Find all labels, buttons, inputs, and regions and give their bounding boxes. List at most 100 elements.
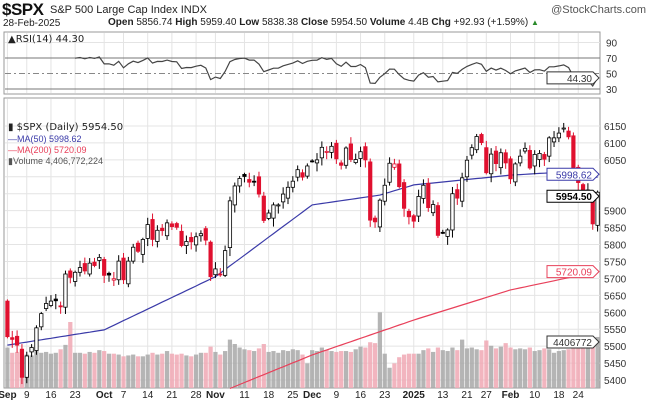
candle xyxy=(48,300,54,306)
volume-label: Volume xyxy=(369,17,406,28)
candle xyxy=(285,186,291,199)
x-tick-label: 28 xyxy=(191,390,203,400)
volume-bar xyxy=(377,312,383,388)
volume-bar xyxy=(126,355,131,388)
candle xyxy=(416,196,421,217)
y-tick-label: 5700 xyxy=(604,274,627,285)
ma200-legend: —MA(200) 5720.09 xyxy=(8,145,87,155)
volume-bar xyxy=(131,354,136,388)
price-panel xyxy=(3,97,601,389)
volume-bar xyxy=(281,350,286,388)
candle xyxy=(479,134,484,143)
volume-bar xyxy=(445,351,450,388)
candle xyxy=(348,143,353,160)
volume-bar xyxy=(203,352,208,388)
volume-bar xyxy=(348,351,353,388)
close-marker-tag xyxy=(546,189,600,203)
candle xyxy=(305,165,310,177)
candle xyxy=(368,161,373,221)
y-tick-label: 5450 xyxy=(604,359,627,370)
ma200-marker: 5720.09 xyxy=(556,268,593,279)
volume-bar xyxy=(474,349,479,388)
volume-bar xyxy=(73,352,78,388)
volume-bar xyxy=(382,353,387,388)
volume-bar xyxy=(169,353,175,388)
volume-bar xyxy=(319,347,324,388)
volume-bar xyxy=(261,344,266,388)
y-tick-label: 5650 xyxy=(604,291,627,302)
x-tick-label: 16 xyxy=(355,390,367,400)
candle xyxy=(232,185,237,206)
x-tick-label: Nov xyxy=(206,390,225,400)
x-tick-label: 10 xyxy=(529,390,541,400)
volume-bar xyxy=(179,353,184,388)
volume-bar xyxy=(310,350,315,388)
x-tick-label: 21 xyxy=(166,390,178,400)
volume-bar xyxy=(401,354,407,388)
index-name: S&P 500 Large Cap Index xyxy=(50,4,178,16)
volume-bar xyxy=(58,349,63,388)
volume-bar xyxy=(92,352,97,388)
y-tick-label: 5400 xyxy=(604,376,627,387)
volume-bar xyxy=(77,352,83,388)
volume-bar xyxy=(10,352,15,388)
candle xyxy=(261,195,266,221)
volume-bar xyxy=(416,353,421,388)
candle xyxy=(145,224,150,239)
candle xyxy=(34,327,39,351)
volume-bar xyxy=(68,322,73,388)
candle xyxy=(372,217,378,223)
candle xyxy=(227,200,233,248)
volume-bar xyxy=(87,351,92,388)
x-tick-label: Dec xyxy=(303,390,322,400)
volume-bar xyxy=(368,342,373,388)
volume-bar xyxy=(542,348,547,388)
candle xyxy=(116,260,121,281)
symbol-name: S&P 500 Large Cap Index INDX xyxy=(50,4,207,16)
rsi-line xyxy=(75,56,599,88)
volume-bar xyxy=(295,350,300,388)
volume-bar xyxy=(48,353,54,388)
volume-bar xyxy=(150,352,155,388)
volume-bar xyxy=(208,346,213,388)
candle xyxy=(193,236,199,246)
candle xyxy=(256,176,262,195)
candle xyxy=(58,305,63,308)
candle xyxy=(314,159,320,164)
candle xyxy=(343,147,349,166)
volume-bar xyxy=(213,351,218,388)
candle xyxy=(19,348,25,378)
volume-bar xyxy=(334,351,339,388)
ma200-marker-tag xyxy=(546,265,600,279)
volume-bar xyxy=(256,348,262,388)
candle xyxy=(184,241,189,246)
candle xyxy=(140,239,145,255)
candle xyxy=(551,137,557,143)
volume-bar xyxy=(324,350,329,388)
volume-bar xyxy=(406,353,412,388)
volume-bar xyxy=(53,352,58,388)
candle xyxy=(450,193,455,231)
volume-bar xyxy=(266,351,271,388)
candle xyxy=(455,189,460,199)
candle xyxy=(484,147,489,174)
candle xyxy=(397,163,402,188)
rsi-tick-label: 50 xyxy=(606,70,618,81)
volume-bar xyxy=(145,354,150,388)
volume-legend: ▮Volume 4,406,772,224 xyxy=(8,156,103,166)
volume-bar xyxy=(518,348,523,388)
exchange: INDX xyxy=(180,4,207,16)
candle xyxy=(493,150,499,164)
volume-bar xyxy=(160,353,165,388)
ma50-marker: 5998.62 xyxy=(556,170,593,181)
x-tick-label: 21 xyxy=(461,390,473,400)
candle xyxy=(290,180,295,188)
candle xyxy=(329,145,334,153)
candle xyxy=(39,313,44,328)
volume-bar xyxy=(508,347,513,388)
candle xyxy=(431,204,436,214)
volume-bar xyxy=(276,352,281,388)
chg-value: +92.93 (+1.59%) xyxy=(453,17,529,28)
candle xyxy=(252,180,257,183)
